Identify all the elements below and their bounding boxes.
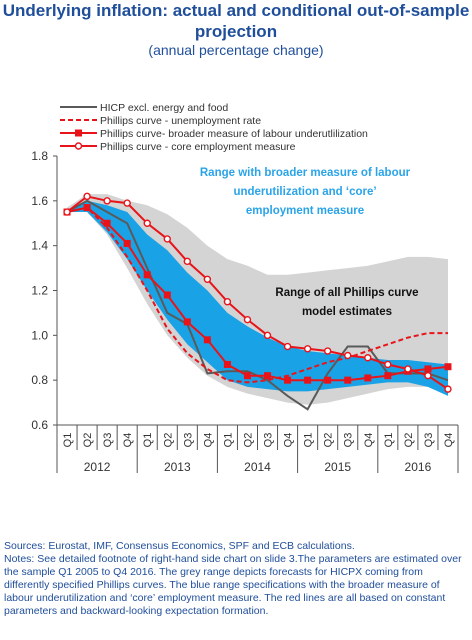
y-tick-label: 0.8 [31,373,48,387]
x-tick-label: Q2 [82,433,94,448]
core-marker [344,351,352,360]
y-tick-label: 1.8 [31,149,48,163]
x-tick-label: Q1 [222,433,234,448]
broader-marker [163,291,171,299]
y-tick-label: 0.6 [31,418,48,432]
core-marker [444,385,452,393]
legend-marker-core [74,142,83,150]
broader-marker [344,376,352,384]
broader-marker [324,376,332,384]
broader-marker [103,219,111,227]
core-marker [283,342,292,351]
broader-marker [183,318,191,326]
x-tick-label: Q4 [363,433,375,448]
legend-label: HICP excl. energy and food [100,102,228,114]
x-tick-label: Q2 [242,433,254,448]
year-label: 2015 [324,460,351,474]
core-marker [83,192,91,201]
core-marker [123,199,131,207]
year-label: 2012 [84,460,111,474]
core-marker [103,197,111,205]
broader-marker [384,372,392,380]
year-label: 2013 [164,460,191,474]
inflation-chart: 0.6 0.8 1.0 1.2 1.4 1.6 1.8 Q1 Q2 Q3 Q4 Q1 Q2 Q3 Q4 Q1 Q… [31,102,459,474]
x-tick-label: Q1 [303,433,315,448]
broader-marker [304,376,312,384]
core-marker [404,365,412,373]
x-tick-label: Q4 [283,433,295,448]
y-tick-label: 1.4 [31,239,48,253]
x-tick-label: Q4 [202,433,214,448]
x-tick-label: Q2 [162,433,174,448]
x-tick-label: Q1 [142,433,154,448]
x-tick-label: Q3 [263,433,275,448]
x-tick-label: Q3 [182,433,194,448]
broader-marker [264,372,272,380]
broader-marker [284,376,292,384]
x-tick-label: Q3 [423,433,435,448]
core-marker [424,371,432,380]
y-tick-label: 1.2 [31,284,48,298]
core-marker [203,275,212,283]
core-marker [323,347,332,355]
x-tick-label: Q2 [403,433,415,448]
core-marker [364,354,372,362]
broader-marker [424,365,432,373]
x-tick-label: Q1 [383,433,395,448]
x-tick-label: Q4 [443,433,455,448]
grey-range-annotation: Range of all Phillips curve [275,287,418,299]
year-label: 2016 [405,460,432,474]
chart-subtitle: (annual percentage change) [148,42,324,58]
broader-marker [203,336,211,344]
core-marker [223,298,232,306]
broader-marker [143,271,151,279]
blue-range-annotation: employment measure [246,205,364,217]
chart-title: Underlying inflation: actual and conditi… [2,1,470,41]
broader-marker [83,204,91,212]
core-marker [384,360,392,369]
blue-range-band [67,200,448,396]
broader-marker [444,363,452,371]
broader-marker [364,374,372,382]
broader-marker [123,239,131,247]
blue-range-annotation: underutilization and ‘core’ [233,186,376,198]
core-marker [63,208,71,216]
sources-text: Sources: Eurostat, IMF, Consensus Econom… [4,540,355,552]
core-marker [163,235,171,243]
legend-label: Phillips curve - unemployment rate [100,115,261,127]
x-tick-label: Q1 [62,433,74,448]
notes-block: Sources: Eurostat, IMF, Consensus Econom… [4,540,470,618]
x-tick-label: Q4 [122,433,134,448]
series-unemployment-line [66,206,448,384]
broader-marker [223,360,231,368]
core-marker [303,345,312,353]
legend-label: Phillips curve- broader measure of labou… [100,128,368,140]
blue-range-annotation: Range with broader measure of labour [200,167,411,179]
x-tick-label: Q2 [323,433,335,448]
y-tick-label: 1.6 [31,194,48,208]
legend-label: Phillips curve - core employment measure [100,141,296,153]
core-marker [263,331,272,340]
core-marker [183,257,192,266]
x-tick-label: Q3 [102,433,114,448]
year-label: 2014 [244,460,271,474]
notes-text: Notes: See detailed footnote of right-ha… [4,553,462,617]
x-tick-label: Q3 [343,433,355,448]
grey-range-annotation: model estimates [302,306,392,318]
legend-marker-broader [75,129,82,137]
y-tick-label: 1.0 [31,328,48,342]
core-marker [143,219,151,227]
broader-marker [243,372,251,380]
core-marker [243,315,252,324]
